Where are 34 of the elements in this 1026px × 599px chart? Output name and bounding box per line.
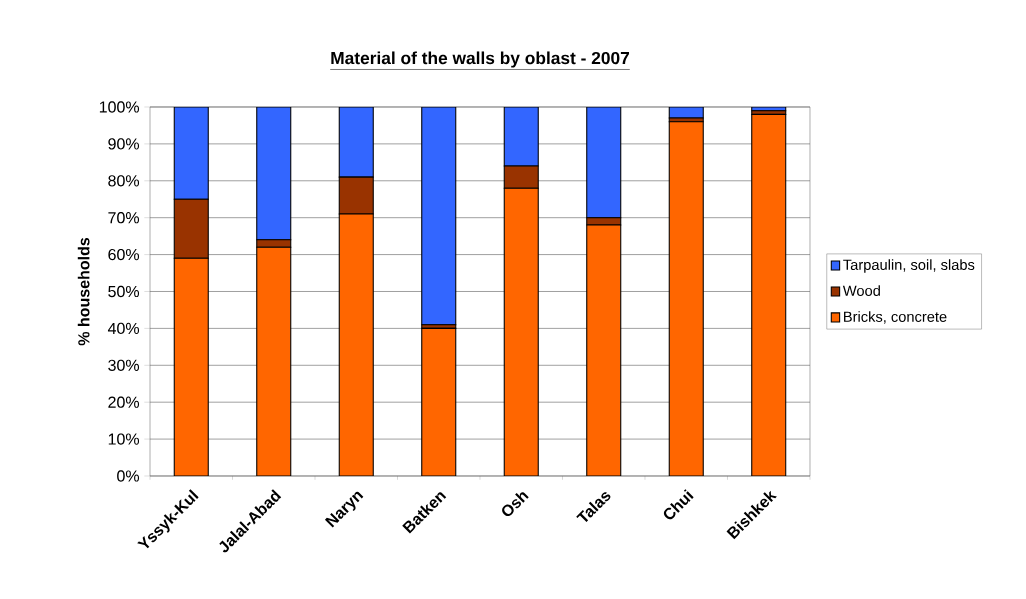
bar	[338, 213, 374, 476]
bar	[668, 121, 704, 476]
bar	[421, 327, 457, 476]
bar	[173, 257, 209, 476]
y-tick-label: 10%	[108, 433, 140, 445]
y-tick-label: 100%	[99, 101, 140, 113]
bar	[421, 106, 457, 326]
y-tick-label: 90%	[108, 138, 140, 150]
y-tick-label: 80%	[108, 175, 140, 187]
y-tick-label: 30%	[108, 359, 140, 371]
x-tick-label: Osh	[502, 492, 529, 517]
bar	[256, 106, 292, 241]
bar	[256, 239, 292, 248]
bar	[173, 106, 209, 200]
chart-title: Material of the walls by oblast - 2007	[331, 51, 630, 68]
bar	[751, 113, 787, 476]
bar	[503, 106, 539, 167]
bar	[586, 106, 622, 219]
bar	[503, 187, 539, 476]
y-tick-label: 70%	[108, 212, 140, 224]
bar	[256, 246, 292, 476]
y-tick-label: 40%	[107, 322, 140, 335]
bar	[586, 224, 622, 476]
y-tick-label: 0%	[117, 470, 140, 482]
y-tick-label: 50%	[108, 285, 140, 298]
y-tick-label: 20%	[108, 396, 140, 408]
legend-label: Wood	[842, 285, 880, 296]
y-axis-title: % households	[77, 237, 90, 346]
legend-label: Bricks, concrete	[844, 311, 947, 324]
bar	[338, 176, 374, 215]
y-tick-label: 60%	[108, 248, 140, 261]
bar	[503, 165, 539, 189]
legend-label: Tarpaulin, soil, slabs	[843, 259, 975, 273]
bar	[338, 106, 374, 178]
